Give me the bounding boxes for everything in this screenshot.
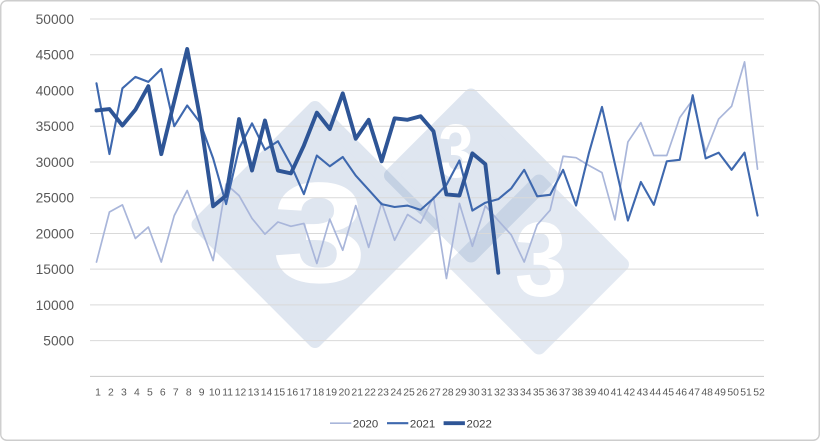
svg-text:35000: 35000 xyxy=(36,119,75,134)
svg-text:6: 6 xyxy=(160,387,166,398)
svg-text:2020: 2020 xyxy=(353,419,378,431)
svg-text:2: 2 xyxy=(108,387,114,398)
svg-text:48: 48 xyxy=(701,387,713,398)
svg-text:37: 37 xyxy=(559,387,571,398)
svg-text:11: 11 xyxy=(222,387,233,398)
svg-text:5000: 5000 xyxy=(43,334,74,349)
svg-text:13: 13 xyxy=(248,387,260,398)
svg-text:51: 51 xyxy=(740,387,752,398)
svg-text:29: 29 xyxy=(455,387,467,398)
svg-text:50000: 50000 xyxy=(36,12,75,27)
svg-text:19: 19 xyxy=(326,387,338,398)
svg-text:15000: 15000 xyxy=(36,262,75,277)
svg-text:20000: 20000 xyxy=(36,226,75,241)
svg-text:2021: 2021 xyxy=(410,419,435,431)
svg-text:33: 33 xyxy=(507,387,519,398)
svg-text:45: 45 xyxy=(663,387,675,398)
svg-text:49: 49 xyxy=(714,387,726,398)
svg-text:14: 14 xyxy=(261,387,273,398)
svg-text:38: 38 xyxy=(572,387,584,398)
svg-text:40: 40 xyxy=(598,387,610,398)
svg-text:44: 44 xyxy=(650,387,662,398)
svg-text:36: 36 xyxy=(546,387,558,398)
svg-text:18: 18 xyxy=(313,387,325,398)
svg-text:40000: 40000 xyxy=(36,83,75,98)
svg-text:30000: 30000 xyxy=(36,155,75,170)
svg-text:31: 31 xyxy=(481,387,493,398)
svg-text:10: 10 xyxy=(209,387,221,398)
svg-text:16: 16 xyxy=(287,387,299,398)
svg-text:39: 39 xyxy=(585,387,597,398)
svg-text:42: 42 xyxy=(624,387,636,398)
svg-text:23: 23 xyxy=(377,387,389,398)
svg-text:41: 41 xyxy=(611,387,623,398)
svg-text:45000: 45000 xyxy=(36,48,75,63)
svg-text:25000: 25000 xyxy=(36,191,75,206)
svg-text:17: 17 xyxy=(300,387,312,398)
svg-text:1: 1 xyxy=(95,387,101,398)
svg-text:10000: 10000 xyxy=(36,298,75,313)
svg-text:9: 9 xyxy=(199,387,205,398)
svg-text:43: 43 xyxy=(637,387,649,398)
svg-text:21: 21 xyxy=(351,387,363,398)
svg-text:24: 24 xyxy=(390,387,402,398)
svg-text:27: 27 xyxy=(429,387,441,398)
svg-text:28: 28 xyxy=(442,387,454,398)
svg-text:7: 7 xyxy=(173,387,179,398)
svg-text:25: 25 xyxy=(403,387,415,398)
svg-text:12: 12 xyxy=(235,387,247,398)
svg-text:34: 34 xyxy=(520,387,532,398)
svg-text:22: 22 xyxy=(364,387,376,398)
svg-text:50: 50 xyxy=(727,387,739,398)
svg-text:8: 8 xyxy=(186,387,192,398)
svg-text:3: 3 xyxy=(121,387,127,398)
svg-text:46: 46 xyxy=(675,387,687,398)
svg-text:35: 35 xyxy=(533,387,545,398)
svg-text:30: 30 xyxy=(468,387,480,398)
svg-text:20: 20 xyxy=(338,387,350,398)
svg-text:2022: 2022 xyxy=(467,419,492,431)
svg-text:15: 15 xyxy=(274,387,286,398)
svg-text:32: 32 xyxy=(494,387,506,398)
svg-text:26: 26 xyxy=(416,387,428,398)
svg-text:52: 52 xyxy=(753,387,765,398)
svg-text:47: 47 xyxy=(688,387,700,398)
svg-text:4: 4 xyxy=(134,387,140,398)
svg-text:5: 5 xyxy=(147,387,153,398)
